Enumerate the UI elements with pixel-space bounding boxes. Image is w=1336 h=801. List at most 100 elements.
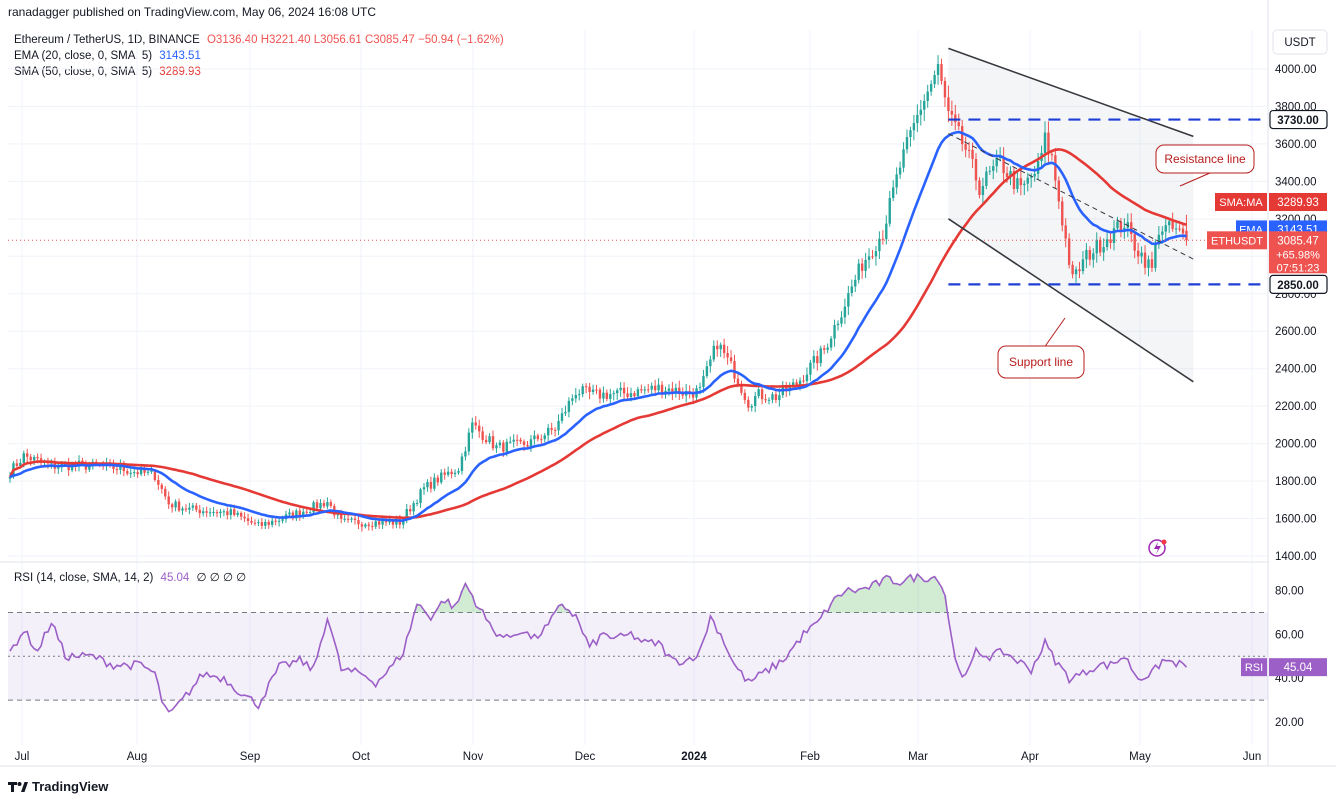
candle-body [474, 422, 477, 426]
candle-body [19, 462, 22, 466]
candle-body [619, 387, 622, 391]
candle-body [581, 386, 584, 395]
candle-body [484, 439, 488, 443]
support-callout[interactable]: Support line [997, 317, 1085, 379]
time-tick-label: Apr [1021, 751, 1039, 763]
candle-body [778, 395, 781, 401]
candle-body [840, 317, 843, 324]
candle-body [826, 347, 829, 350]
ohlc-high: H3221.40 [260, 34, 311, 46]
resistance-callout-text: Resistance line [1164, 152, 1246, 166]
candle-body [419, 489, 422, 503]
candle-body [122, 465, 126, 472]
lightning-icon-ring [1148, 539, 1166, 557]
candle-body [298, 510, 301, 517]
candle-body [222, 511, 226, 513]
sma-50-line [8, 148, 1187, 520]
ema-legend-row[interactable]: EMA (20, close, 0, SMA, 5) 3143.51 [14, 48, 504, 64]
resistance-callout-pointer [1179, 172, 1211, 187]
candle-body [377, 521, 381, 525]
last-price-box [1269, 231, 1327, 274]
candle-body [371, 526, 374, 528]
candle-body [236, 512, 239, 515]
symbol-tag-box [1207, 231, 1267, 250]
candle-body [812, 356, 816, 363]
rsi-legend[interactable]: RSI (14, close, SMA, 14, 2) 45.04 ∅ ∅ ∅ … [14, 570, 246, 584]
rsi-pane[interactable] [8, 572, 1268, 713]
candle-body [260, 522, 264, 526]
candle-body [740, 384, 743, 393]
candle-body [353, 518, 357, 520]
candle-body [198, 509, 201, 514]
price-tick-label: 2600.00 [1275, 326, 1317, 338]
candle-body [409, 509, 412, 512]
candle-body [678, 387, 681, 395]
candle-body [164, 488, 167, 497]
candle-body [729, 357, 733, 362]
candle-body [150, 470, 153, 472]
candle-body [126, 471, 129, 474]
candle-body [467, 432, 471, 452]
candle-body [181, 508, 184, 511]
candle-body [1016, 178, 1019, 189]
candle-body [836, 323, 840, 326]
candle-body [308, 512, 312, 514]
candle-body [319, 503, 322, 509]
annotation-layer[interactable]: Resistance line Support line [947, 47, 1268, 383]
candle-body [1161, 231, 1164, 235]
candle-body [226, 511, 229, 516]
symbol-row: Ethereum / TetherUS, 1D, BINANCE O3136.4… [14, 32, 504, 48]
currency-button[interactable]: USDT [1272, 29, 1328, 55]
candle-body [188, 507, 191, 510]
candle-body [533, 435, 536, 440]
time-tick-label: Mar [908, 751, 928, 763]
candle-body [978, 180, 981, 195]
candle-body [867, 256, 871, 260]
candle-body [229, 509, 232, 516]
candle-body [184, 508, 188, 510]
candle-body [595, 389, 598, 391]
resistance-callout[interactable]: Resistance line [1155, 144, 1255, 187]
candle-body [509, 441, 512, 443]
price-tick-label: 1400.00 [1275, 551, 1317, 563]
candle-body [926, 91, 929, 101]
rsi-tick-label: 80.00 [1275, 586, 1304, 598]
candle-body [829, 338, 833, 348]
ohlc-change: −50.94 (−1.62%) [418, 34, 504, 46]
time-tick-label: Jun [1243, 751, 1262, 763]
tradingview-footer[interactable]: TradingView [8, 779, 108, 794]
candle-body [974, 159, 978, 181]
candle-body [277, 520, 281, 522]
candle-body [767, 399, 771, 401]
support-callout-box [997, 345, 1085, 379]
tradingview-brand: TradingView [32, 779, 109, 794]
candle-body [522, 441, 526, 445]
level-label-box [1269, 109, 1328, 130]
candle-body [1168, 221, 1171, 226]
candle-body [764, 399, 767, 401]
candle-body [957, 122, 960, 127]
candle-body [1061, 201, 1064, 226]
candle-body [1005, 173, 1009, 178]
candle-body [750, 406, 753, 408]
candle-body [346, 518, 350, 520]
time-tick-label: Jul [15, 751, 30, 763]
candle-body [32, 456, 36, 461]
candle-body [605, 392, 609, 399]
last-price-change: +65.98% [1276, 249, 1320, 261]
candle-body [874, 251, 878, 257]
candle-body [1009, 170, 1012, 178]
support-callout-pointer [1044, 317, 1066, 347]
candle-body [702, 375, 705, 388]
candle-body [167, 496, 170, 505]
candle-body [174, 501, 177, 508]
candle-body [340, 513, 343, 519]
candle-body [629, 393, 633, 398]
lightning-icon[interactable] [1148, 539, 1167, 557]
candle-body [212, 512, 215, 514]
symbol-title[interactable]: Ethereum / TetherUS, 1D, BINANCE [14, 34, 200, 46]
candle-body [1126, 222, 1129, 228]
candle-body [536, 435, 540, 440]
candle-body [257, 522, 260, 524]
